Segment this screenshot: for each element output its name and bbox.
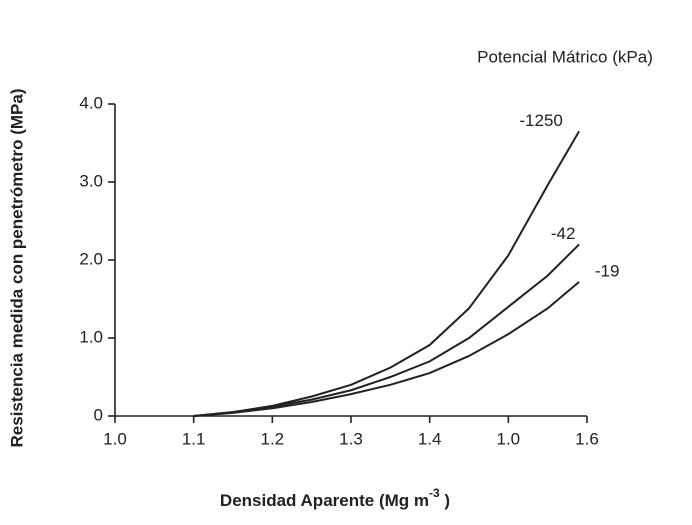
x-axis-title-sup: -3 <box>429 486 440 500</box>
x-tick-label: 1.6 <box>575 429 599 448</box>
x-axis-title-text: Densidad Aparente (Mg m <box>220 491 429 510</box>
x-tick-label: 1.4 <box>418 429 442 448</box>
series-label: -19 <box>595 261 620 280</box>
x-axis-title-suffix: ) <box>440 491 450 510</box>
y-tick-label: 0 <box>94 405 103 424</box>
x-tick-label: 1.1 <box>182 429 206 448</box>
y-tick-label: 1.0 <box>79 327 103 346</box>
x-tick-label: 1.3 <box>339 429 363 448</box>
y-axis-title: Resistencia medida con penetrómetro (MPa… <box>7 89 26 448</box>
series-label: -1250 <box>519 111 562 130</box>
legend-title: Potencial Mátrico (kPa) <box>477 47 653 66</box>
series-line <box>193 243 580 417</box>
x-axis-title: Densidad Aparente (Mg m-3 ) <box>220 486 450 510</box>
series-line <box>193 281 580 417</box>
x-tick-label: 1.2 <box>261 429 285 448</box>
x-tick-label: 1.0 <box>103 429 127 448</box>
series-line <box>193 130 580 417</box>
x-tick-label: 1.0 <box>497 429 521 448</box>
y-tick-label: 3.0 <box>79 171 103 190</box>
y-tick-label: 2.0 <box>79 249 103 268</box>
series-label: -42 <box>551 224 576 243</box>
y-tick-label: 4.0 <box>79 93 103 112</box>
